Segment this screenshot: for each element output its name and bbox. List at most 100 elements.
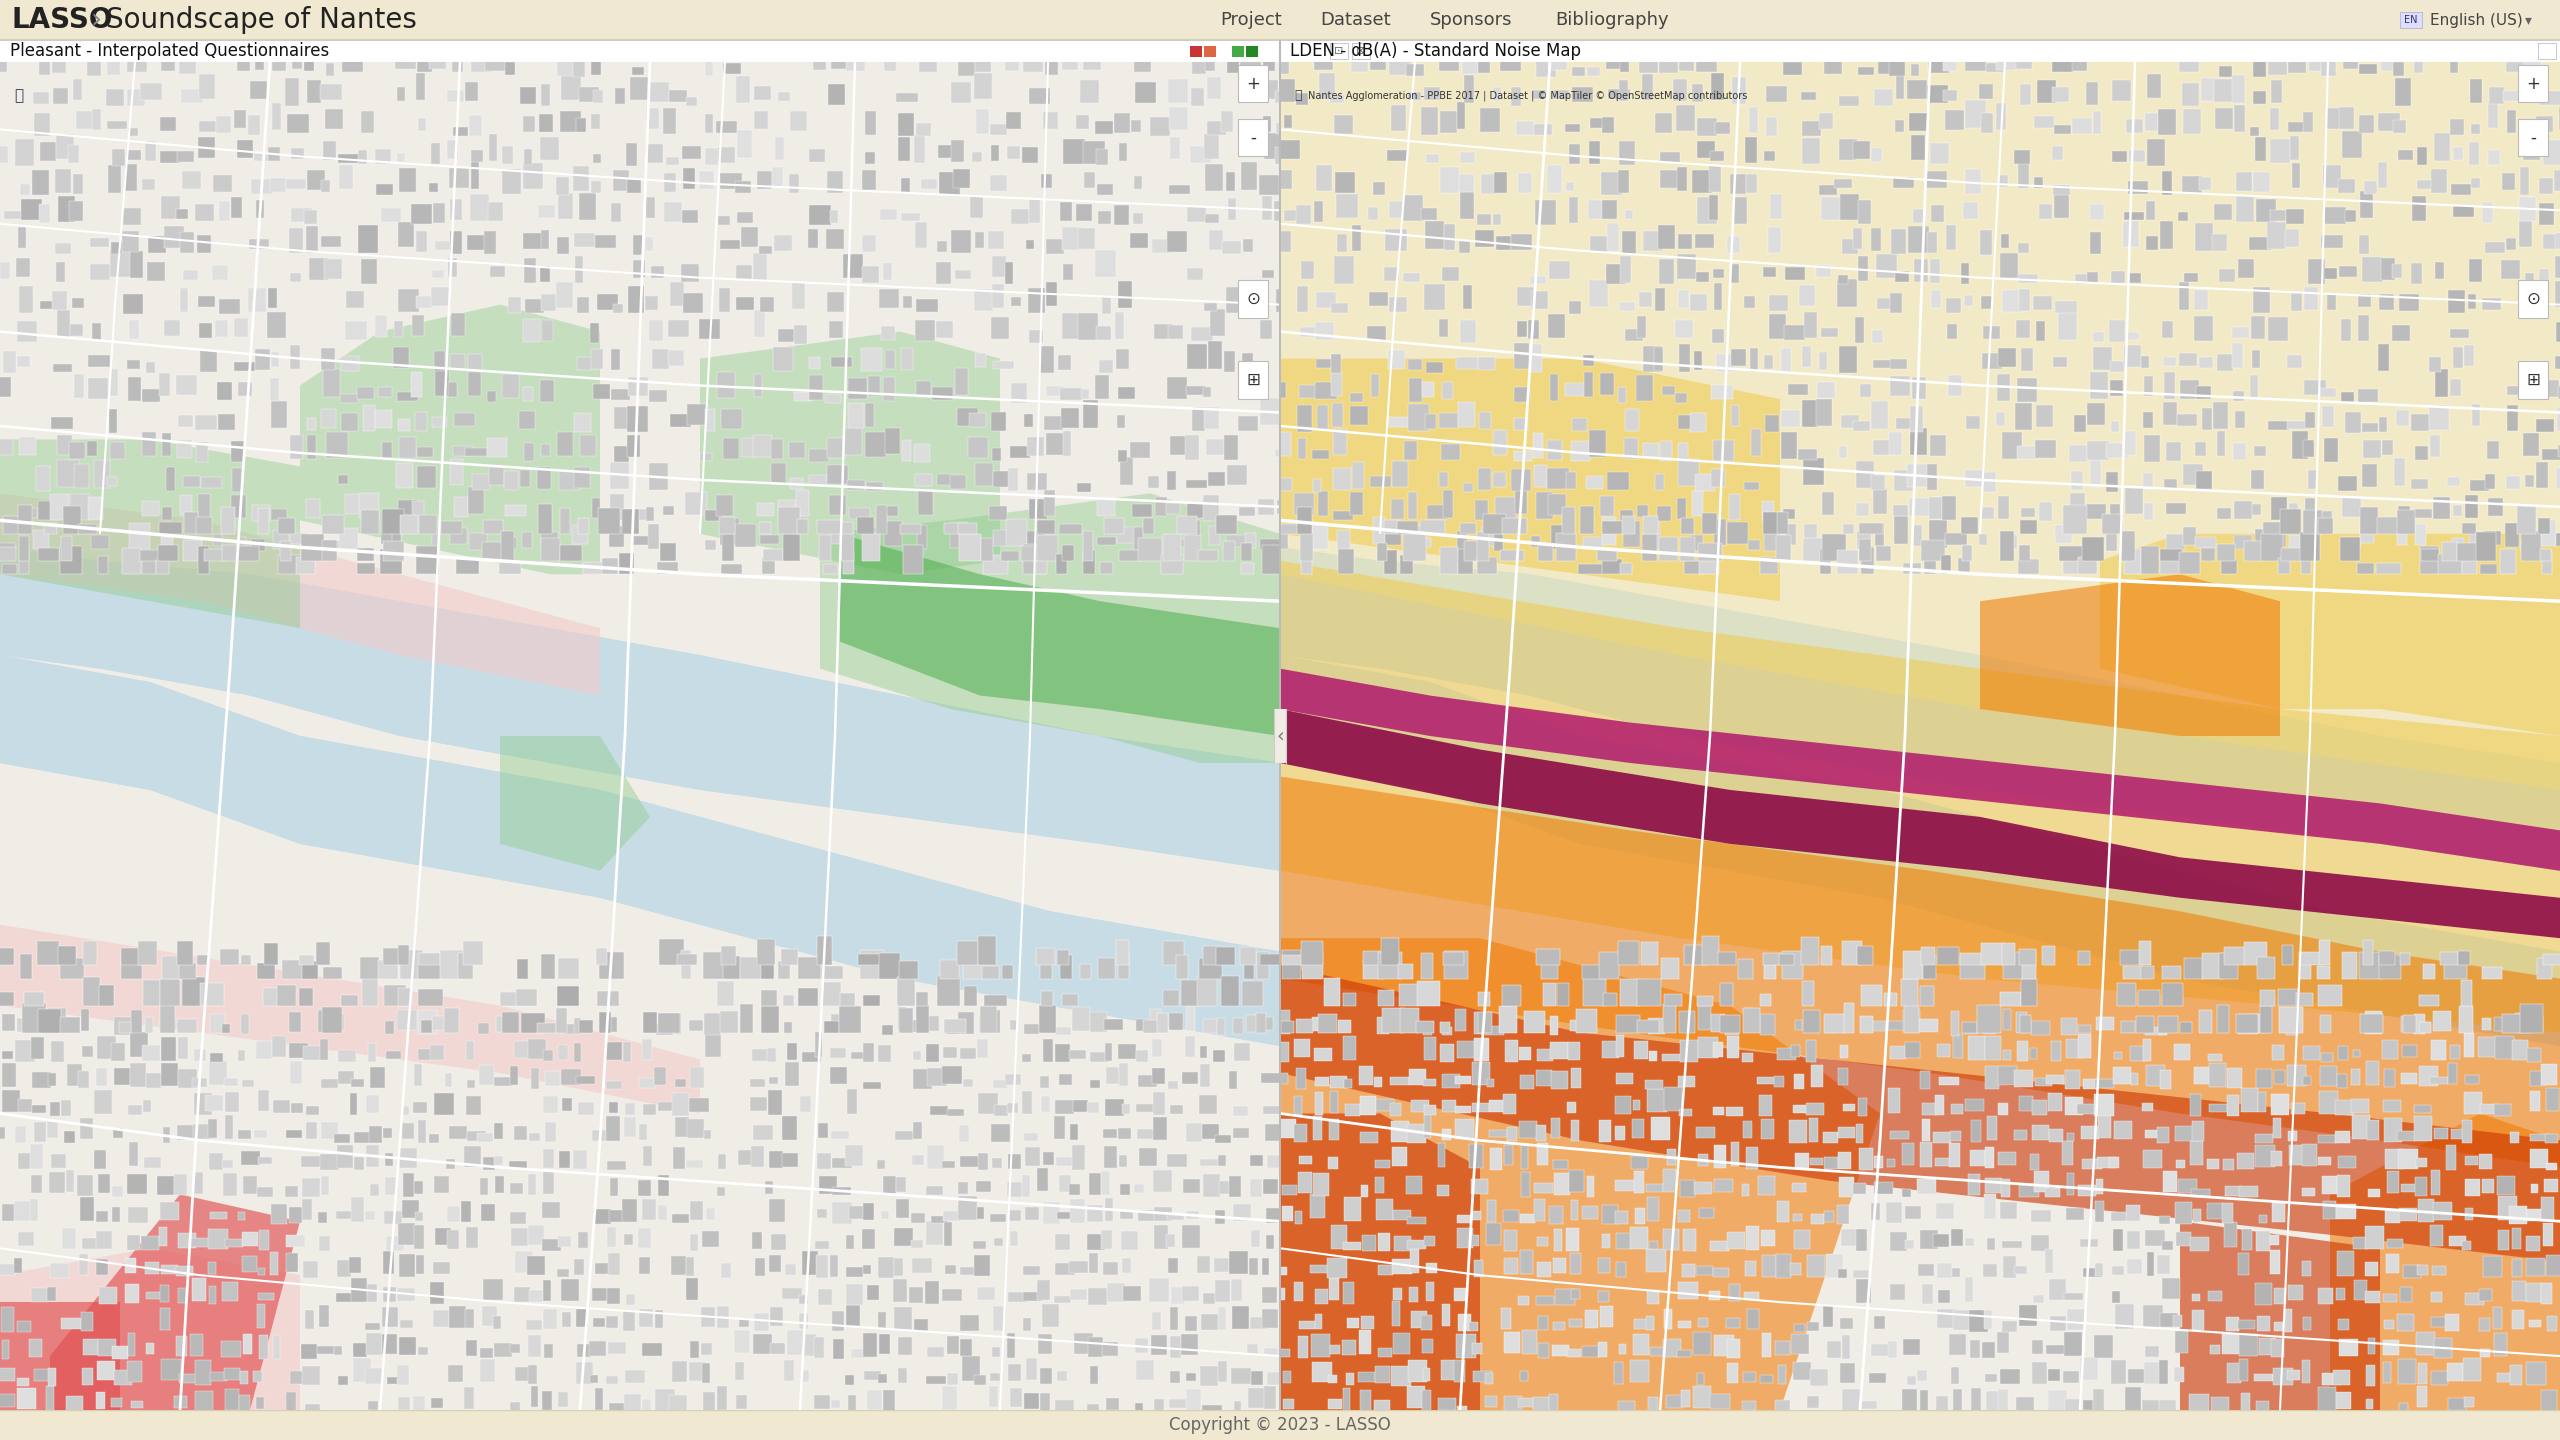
Bar: [1359, 1331, 1372, 1355]
Bar: [2061, 1142, 2074, 1165]
Bar: [0, 59, 8, 72]
Bar: [253, 1130, 266, 1138]
Bar: [1027, 240, 1034, 249]
Bar: [927, 1044, 940, 1063]
Bar: [579, 86, 599, 102]
Bar: [1748, 348, 1759, 372]
Bar: [340, 395, 358, 403]
Bar: [847, 480, 865, 490]
Bar: [801, 1053, 822, 1063]
Bar: [750, 1096, 765, 1112]
Bar: [1930, 520, 1946, 547]
Bar: [2537, 117, 2552, 132]
Bar: [758, 939, 776, 965]
Bar: [402, 1174, 415, 1197]
Bar: [507, 297, 522, 314]
Bar: [1157, 1012, 1167, 1032]
Bar: [760, 960, 773, 979]
Polygon shape: [1979, 575, 2281, 736]
Bar: [161, 507, 172, 520]
Bar: [1444, 225, 1454, 251]
Bar: [717, 981, 735, 1005]
Bar: [1710, 386, 1733, 399]
Bar: [1649, 1051, 1656, 1061]
Bar: [223, 1174, 238, 1197]
Bar: [2319, 1015, 2330, 1032]
Bar: [2419, 1022, 2432, 1032]
Bar: [1062, 228, 1083, 251]
Bar: [392, 347, 410, 369]
Bar: [1787, 384, 1807, 395]
Bar: [2084, 1400, 2092, 1410]
Bar: [1626, 330, 1644, 341]
Bar: [686, 96, 696, 105]
Bar: [1710, 469, 1725, 487]
Bar: [2417, 180, 2437, 189]
Bar: [2401, 1044, 2417, 1057]
Bar: [1060, 524, 1083, 534]
Bar: [722, 534, 735, 560]
Bar: [2273, 1117, 2281, 1138]
Bar: [1257, 952, 1270, 979]
Bar: [1661, 1054, 1682, 1061]
Bar: [1618, 1344, 1626, 1354]
Bar: [2109, 361, 2125, 373]
Bar: [182, 89, 202, 104]
Bar: [220, 298, 241, 314]
Polygon shape: [499, 736, 650, 871]
Polygon shape: [1280, 939, 1879, 1410]
Bar: [1697, 1153, 1708, 1166]
Bar: [1262, 1179, 1277, 1194]
Bar: [1011, 1231, 1019, 1246]
Bar: [916, 320, 934, 340]
Bar: [2511, 1041, 2527, 1060]
Bar: [591, 498, 602, 518]
Bar: [210, 1061, 228, 1086]
Bar: [2337, 477, 2358, 491]
Bar: [2194, 1210, 2202, 1223]
Bar: [945, 1223, 952, 1246]
Bar: [1664, 1021, 1672, 1031]
Bar: [1201, 1094, 1216, 1115]
Bar: [1352, 225, 1362, 252]
Bar: [1044, 490, 1055, 516]
Bar: [1283, 950, 1300, 979]
Bar: [1843, 1335, 1851, 1359]
Bar: [2017, 274, 2038, 282]
Bar: [18, 550, 28, 575]
Bar: [916, 124, 932, 137]
Text: LDEN - dB(A) - Standard Noise Map: LDEN - dB(A) - Standard Noise Map: [1290, 42, 1582, 60]
Bar: [2289, 1145, 2307, 1165]
Bar: [1743, 297, 1756, 308]
Bar: [1572, 441, 1590, 461]
Bar: [845, 1145, 863, 1165]
Bar: [2255, 1145, 2276, 1168]
Bar: [2383, 1341, 2399, 1355]
Bar: [1372, 517, 1385, 544]
Bar: [2358, 389, 2378, 402]
Bar: [1408, 1287, 1418, 1302]
Bar: [2360, 1014, 2383, 1032]
Bar: [786, 1061, 799, 1086]
Bar: [2289, 121, 2309, 131]
Bar: [113, 1346, 128, 1358]
Bar: [2317, 966, 2330, 979]
Bar: [504, 62, 515, 75]
Bar: [1948, 1142, 1961, 1168]
Bar: [2225, 1223, 2237, 1247]
Bar: [1756, 1077, 1777, 1084]
Bar: [1170, 107, 1188, 130]
Bar: [412, 1102, 428, 1113]
Bar: [1894, 75, 1905, 99]
Bar: [1981, 353, 2002, 369]
Bar: [468, 487, 484, 514]
Bar: [645, 295, 658, 310]
Bar: [2307, 412, 2314, 428]
Bar: [1062, 264, 1073, 279]
Bar: [174, 1174, 187, 1195]
Bar: [18, 1018, 33, 1031]
Bar: [991, 448, 1001, 461]
Bar: [2301, 1359, 2309, 1382]
Bar: [248, 288, 266, 312]
Bar: [1697, 1374, 1705, 1385]
